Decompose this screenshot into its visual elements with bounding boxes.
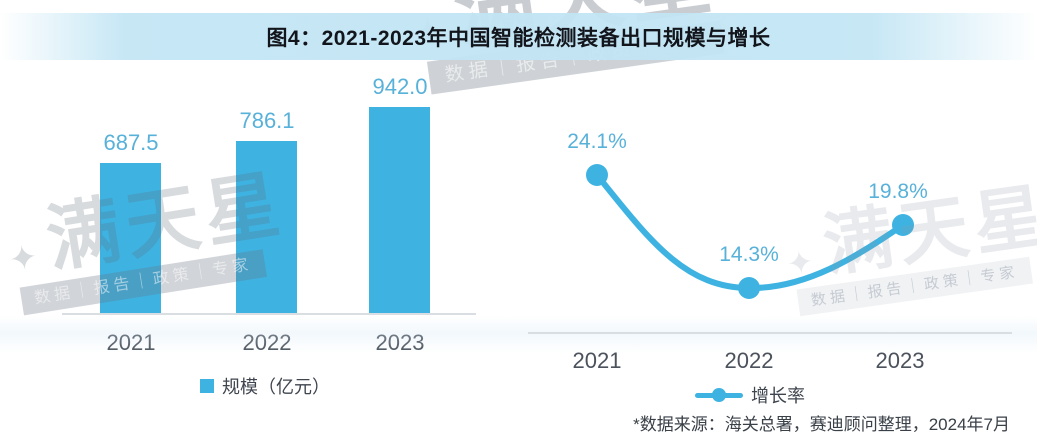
- legend-line-marker-icon: [695, 388, 743, 402]
- line-legend: 增长率: [530, 382, 970, 408]
- bar-value-label-2021: 687.5: [103, 130, 159, 155]
- legend-dot-icon: [712, 388, 726, 402]
- data-point-2023: [892, 214, 914, 236]
- data-point-2021: [586, 164, 608, 186]
- bar-value-label-2022: 786.1: [239, 108, 295, 133]
- line-x-tick-2021: 2021: [572, 348, 622, 373]
- bar-x-tick-2021: 2021: [81, 330, 181, 356]
- line-legend-label: 增长率: [751, 386, 805, 406]
- line-x-tick-2023: 2023: [875, 348, 925, 373]
- line-value-label-2021: 24.1%: [567, 130, 627, 153]
- legend-square-icon: [200, 379, 214, 393]
- bar-legend: 规模（亿元）: [60, 373, 470, 399]
- data-point-2022: [738, 277, 760, 299]
- line-value-label-2023: 19.8%: [868, 180, 928, 203]
- line-x-tick-2022: 2022: [724, 348, 774, 373]
- data-source-note: *数据来源：海关总署，赛迪顾问整理，2024年7月: [633, 415, 1010, 434]
- bar-legend-label: 规模（亿元）: [222, 377, 330, 397]
- bar-2022: [236, 141, 297, 314]
- bar-x-axis-line: [62, 313, 476, 315]
- figure-title: 图4：2021-2023年中国智能检测装备出口规模与增长: [266, 26, 771, 50]
- background-wash: [0, 316, 1037, 354]
- bar-x-tick-2023: 2023: [350, 330, 450, 356]
- title-band: 图4：2021-2023年中国智能检测装备出口规模与增长: [0, 13, 1037, 60]
- bar-2023: [369, 107, 430, 314]
- star-icon: ✦: [6, 236, 47, 280]
- watermark-tagline: 数据｜报告｜政策｜专家: [796, 256, 1033, 317]
- bar-value-label-2023: 942.0: [372, 74, 428, 99]
- line-value-label-2022: 14.3%: [719, 243, 779, 266]
- line-x-axis-line: [528, 332, 1012, 334]
- bar-x-tick-2022: 2022: [217, 330, 317, 356]
- bar-2021: [100, 163, 161, 314]
